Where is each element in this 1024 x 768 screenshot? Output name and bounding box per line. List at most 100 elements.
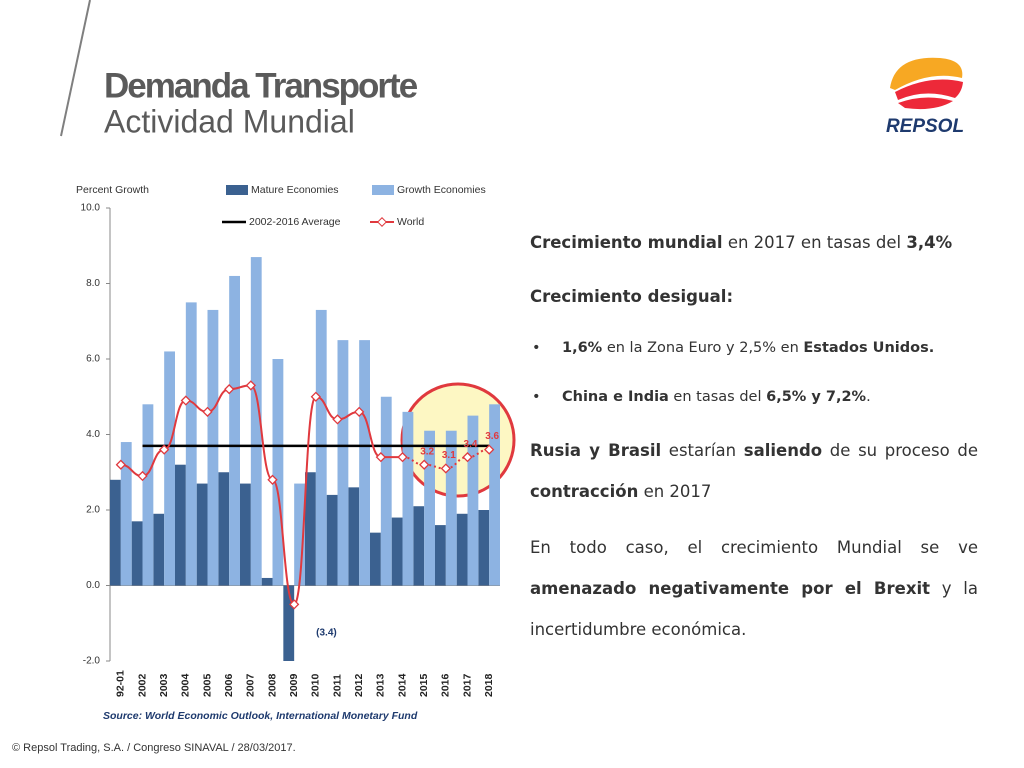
bullet-item: China e India en tasas del 6,5% y 7,2%. — [532, 377, 978, 418]
text-run: contracción — [530, 482, 639, 501]
text-run: amenazado negativamente por el Brexit — [530, 579, 931, 598]
text-run: Crecimiento mundial — [530, 233, 723, 252]
x-tick-label: 2010 — [310, 673, 322, 697]
bar — [435, 525, 446, 586]
text-run: en 2017 — [638, 482, 712, 501]
line-point — [484, 444, 495, 455]
chart-source: Source: World Economic Outlook, Internat… — [103, 710, 418, 722]
legend-swatch — [377, 217, 387, 227]
line-point — [115, 459, 126, 470]
text-run: en 2017 en tasas del — [722, 233, 907, 252]
bar — [348, 487, 360, 586]
bar — [153, 513, 165, 586]
text-run: Rusia y Brasil — [530, 441, 662, 460]
bar — [478, 510, 490, 586]
x-tick-label: 2003 — [158, 673, 170, 697]
x-tick-label: 2006 — [223, 673, 235, 697]
bar — [207, 309, 219, 586]
line-point — [462, 451, 473, 463]
slide-title: Demanda Transporte — [104, 66, 418, 105]
text-run: 6,5% y 7,2% — [766, 389, 867, 405]
y-tick-label: 2.0 — [86, 505, 100, 516]
bar — [272, 359, 284, 586]
bar — [337, 340, 349, 586]
line-point — [375, 451, 386, 463]
bar — [305, 472, 316, 586]
line-point — [440, 463, 451, 474]
x-tick-label: 2016 — [440, 673, 452, 697]
point-value-label: 3.1 — [442, 450, 456, 461]
bar — [261, 577, 273, 586]
bar — [229, 275, 240, 586]
x-tick-label: 2013 — [375, 673, 387, 697]
bar — [424, 430, 435, 586]
y-tick-label: 4.0 — [86, 429, 100, 440]
y-tick-label: 6.0 — [86, 354, 100, 365]
bar — [456, 513, 468, 586]
bar — [120, 442, 132, 586]
text-run: saliendo — [743, 441, 823, 460]
bullet-item: 1,6% en la Zona Euro y 2,5% en Estados U… — [532, 328, 978, 369]
x-tick-label: 2009 — [288, 673, 300, 697]
bar — [110, 479, 121, 586]
legend-label: 2002-2016 Average — [249, 216, 341, 228]
bar — [196, 483, 208, 586]
point-value-label: 3.4 — [464, 439, 478, 450]
legend-swatch — [372, 185, 394, 195]
line-series-forecast — [402, 448, 490, 470]
paragraph: Crecimiento desigual: — [530, 276, 978, 317]
bar — [359, 340, 370, 586]
bars — [110, 257, 500, 661]
text-run: estarían — [661, 441, 744, 460]
bar — [326, 494, 338, 586]
bar — [175, 464, 186, 586]
line-point — [159, 444, 170, 455]
line-point — [310, 391, 321, 402]
text-run: . — [866, 389, 871, 405]
y-tick-label: 0.0 — [86, 580, 100, 591]
y-tick-label: -2.0 — [83, 656, 101, 667]
bar — [391, 517, 403, 586]
bar-value-label: (3.4) — [316, 628, 337, 639]
bar — [185, 302, 197, 586]
bar — [240, 483, 251, 586]
bar — [131, 521, 143, 586]
legend-label: World — [397, 216, 424, 228]
y-tick-label: 10.0 — [81, 203, 101, 214]
bar — [218, 472, 230, 586]
x-tick-label: 2015 — [418, 673, 430, 697]
text-run: en la Zona Euro y 2,5% en — [602, 340, 804, 356]
text-run: de su proceso de — [822, 441, 978, 460]
footer: © Repsol Trading, S.A. / Congreso SINAVA… — [12, 742, 296, 754]
line-point — [397, 451, 408, 463]
text-run: Crecimiento desigual: — [530, 287, 734, 306]
bar — [489, 404, 500, 586]
repsol-logo: REPSOL — [886, 57, 964, 137]
x-tick-label: 92-01 — [115, 670, 127, 697]
bar — [402, 411, 414, 586]
text-run: Estados Unidos. — [803, 340, 935, 356]
bar — [467, 415, 479, 586]
bar — [294, 483, 305, 586]
bar — [445, 430, 457, 586]
text-run: China e India — [562, 389, 669, 405]
legend-label: Mature Economies — [251, 184, 339, 196]
line-point — [419, 459, 430, 470]
text-run: en tasas del — [668, 389, 767, 405]
x-tick-label: 2008 — [266, 673, 278, 697]
bar — [315, 309, 327, 586]
bar — [250, 257, 262, 586]
x-tick-label: 2012 — [353, 673, 365, 697]
bar — [283, 585, 295, 661]
x-tick-label: 2011 — [331, 674, 343, 697]
x-tick-label: 2002 — [136, 673, 148, 697]
text-run: y la incertidumbre económica. — [530, 579, 978, 639]
line-point — [224, 384, 235, 395]
logo-text: REPSOL — [886, 116, 964, 137]
point-value-label: 3.2 — [420, 446, 434, 457]
decor-line — [60, 0, 91, 137]
bar — [164, 351, 175, 586]
bar — [142, 404, 154, 586]
